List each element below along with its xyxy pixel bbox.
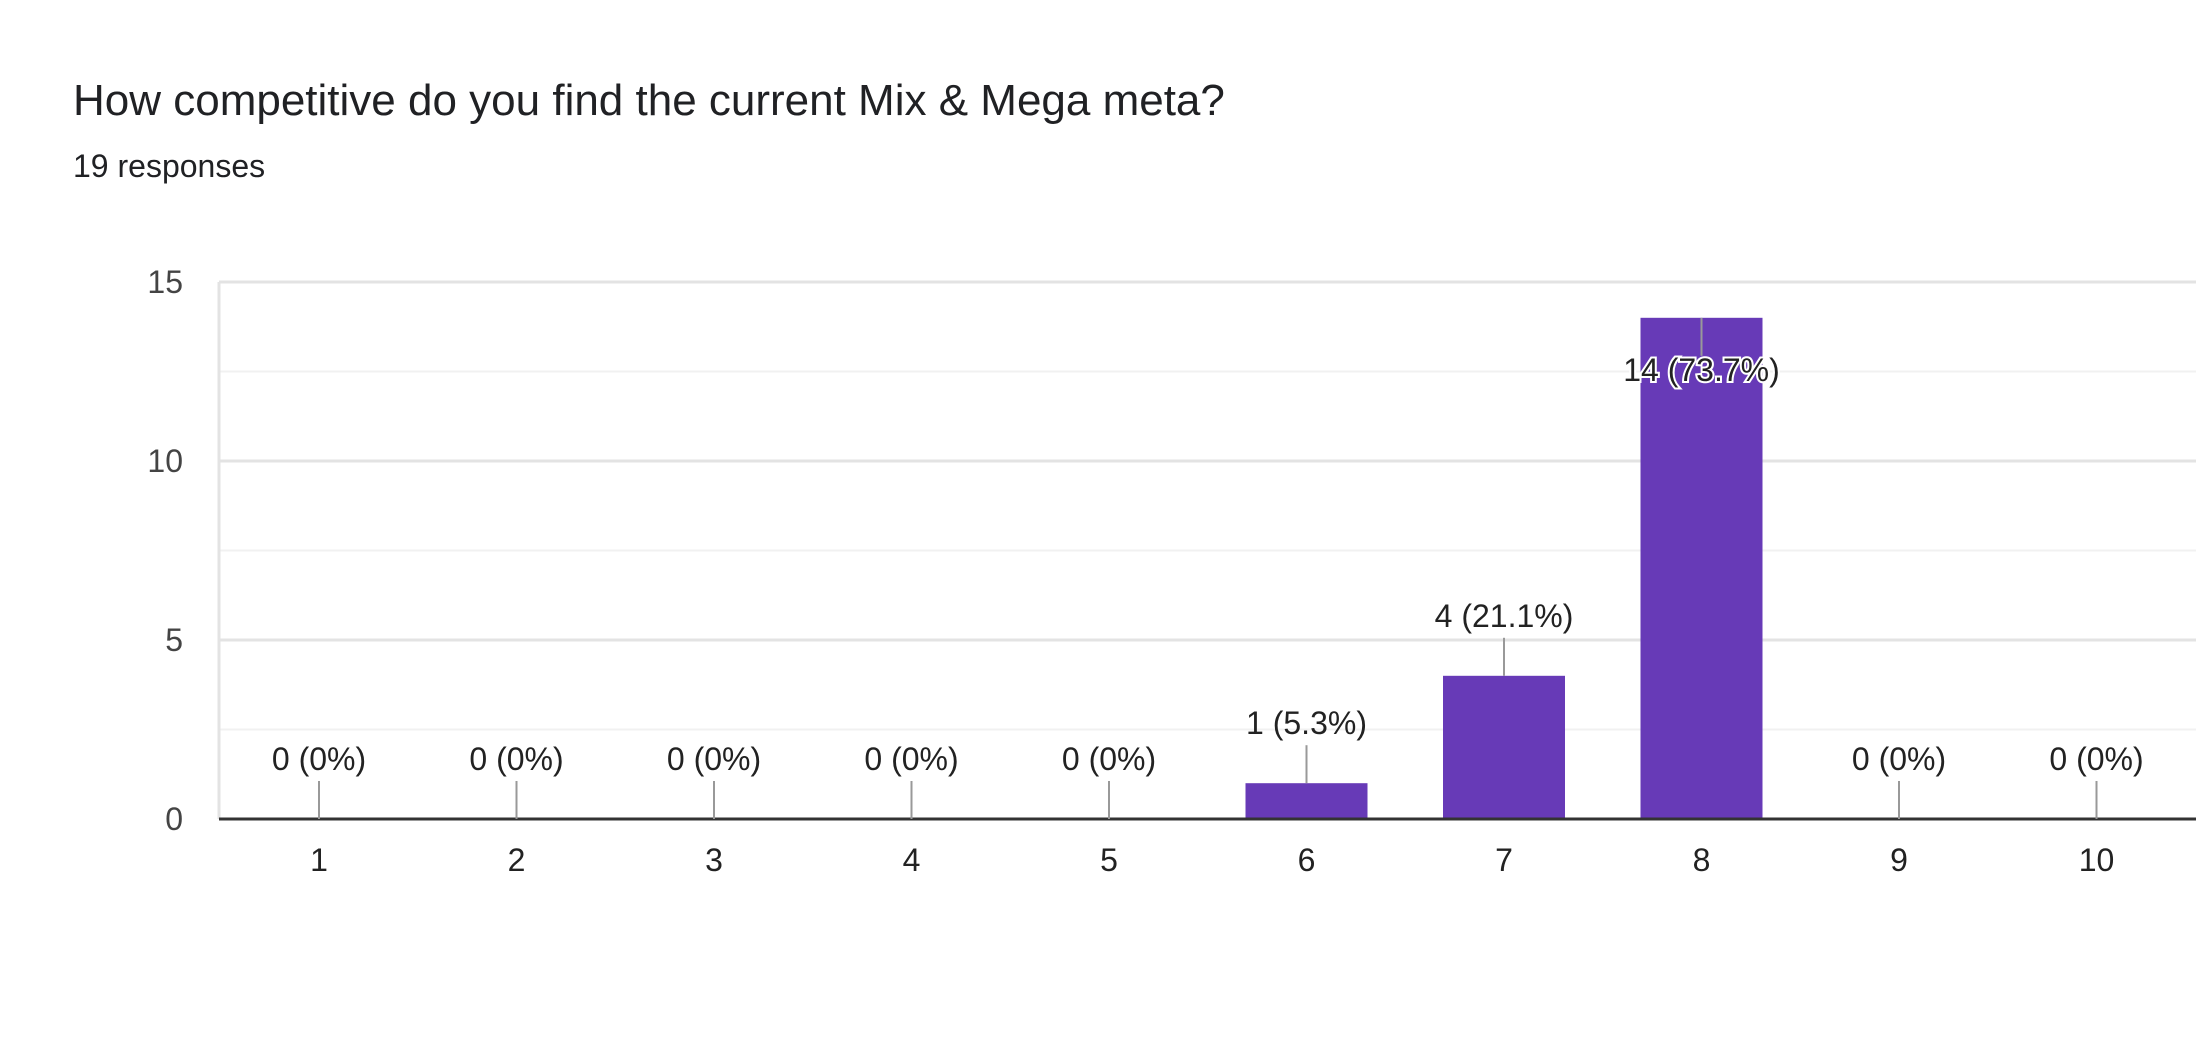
- data-label: 0 (0%): [1852, 741, 1946, 777]
- y-axis-ticks: 0 5 10 15: [147, 264, 183, 837]
- x-tick-label: 6: [1298, 842, 1316, 878]
- data-label: 0 (0%): [864, 741, 958, 777]
- y-tick-label: 10: [147, 443, 183, 479]
- x-tick-label: 4: [903, 842, 921, 878]
- bar-8: [1640, 317, 1763, 819]
- bar-6: [1245, 783, 1368, 819]
- x-tick-label: 10: [2079, 842, 2115, 878]
- x-tick-label: 8: [1693, 842, 1711, 878]
- data-label: 0 (0%): [667, 741, 761, 777]
- x-axis-ticks: 1 2 3 4 5 6 7 8 9 10: [310, 842, 2114, 878]
- response-count: 19 responses: [73, 148, 266, 184]
- x-tick-label: 5: [1100, 842, 1118, 878]
- data-labels: 0 (0%) 0 (0%) 0 (0%) 0 (0%) 0 (0%) 1 (5.3%) 4 …: [272, 317, 2144, 819]
- question-title: How competitive do you find the current …: [73, 76, 1225, 125]
- bar-7: [1443, 675, 1565, 819]
- data-label: 0 (0%): [469, 741, 563, 777]
- bars: [1245, 317, 1763, 819]
- x-tick-label: 9: [1890, 842, 1908, 878]
- data-label: 4 (21.1%): [1435, 598, 1574, 634]
- data-label: 0 (0%): [272, 741, 366, 777]
- y-tick-label: 15: [147, 264, 183, 300]
- data-label: 14 (73.7%): [1623, 352, 1780, 388]
- data-label: 0 (0%): [2049, 741, 2143, 777]
- grid-layer: [217, 280, 2196, 819]
- y-tick-label: 5: [165, 622, 183, 658]
- data-label: 1 (5.3%): [1246, 705, 1367, 741]
- x-tick-label: 1: [310, 842, 328, 878]
- x-tick-label: 3: [705, 842, 723, 878]
- x-tick-label: 2: [508, 842, 526, 878]
- data-label: 0 (0%): [1062, 741, 1156, 777]
- x-tick-label: 7: [1495, 842, 1513, 878]
- y-tick-label: 0: [165, 801, 183, 837]
